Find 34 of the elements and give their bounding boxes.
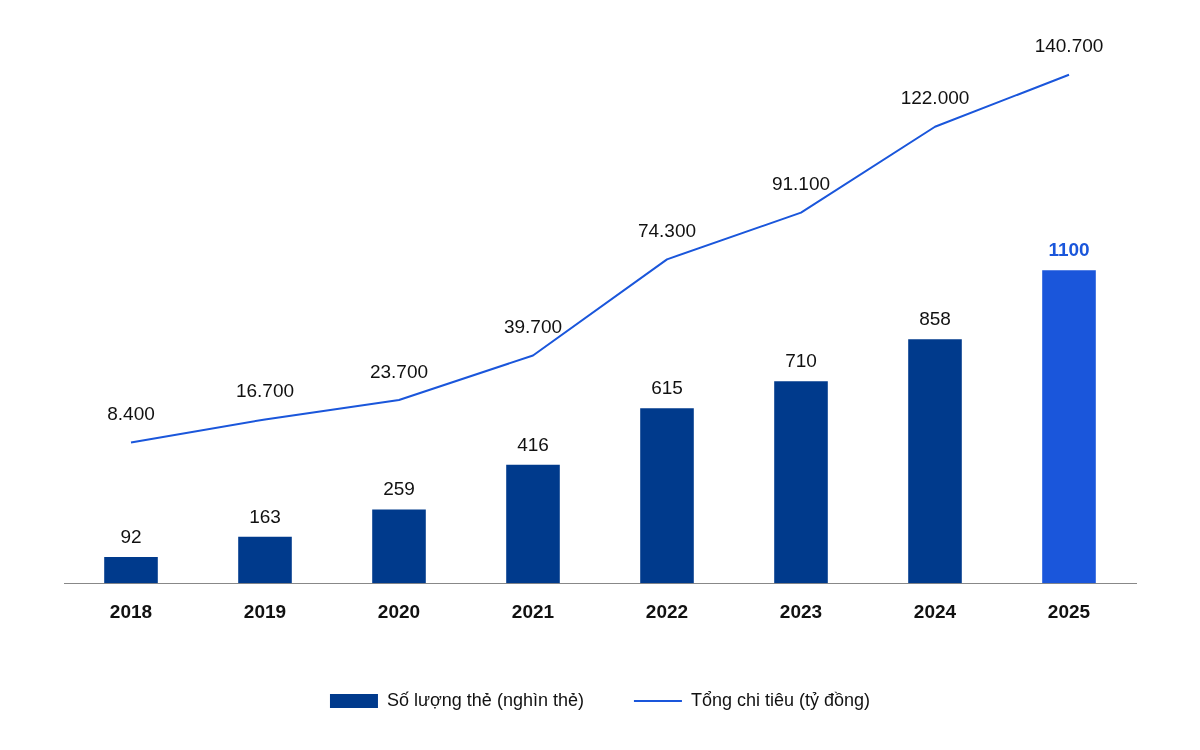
legend-label: Tổng chi tiêu (tỷ đồng) [690,689,871,710]
data-label: 615 [651,377,683,398]
data-label: 163 [249,505,281,527]
data-label: 8.400 [107,403,155,425]
x-tick-label: 2025 [1047,600,1091,622]
data-label: 122.000 [900,87,970,109]
data-label: 91.100 [771,173,831,195]
data-label: 416 [517,433,549,455]
x-tick-label: 2022 [645,600,689,622]
x-tick-label: 2018 [109,600,153,622]
data-label: 92 [120,525,142,547]
data-label: 23.700 [369,360,429,382]
x-tick-label: 2019 [243,600,287,622]
x-tick-label: 2020 [377,600,421,622]
bar [506,464,560,584]
data-label: 858 [919,307,951,329]
data-label: 16.700 [235,380,295,402]
x-tick-label: 2023 [779,600,823,622]
legend-label: Số lượng thẻ (nghìn thẻ) [386,689,584,710]
data-label: 1100 [1048,239,1090,261]
data-label: 710 [785,349,817,371]
bar [1042,270,1096,584]
bar [372,509,426,584]
x-tick-label: 2024 [913,600,957,622]
x-tick-label: 2021 [511,600,555,622]
bar [908,339,962,584]
bar [640,408,694,584]
data-label: 259 [383,478,415,500]
bar [104,557,158,584]
data-label: 39.700 [503,316,563,338]
data-label: 140.700 [1034,35,1104,57]
bar [774,381,828,584]
data-label: 74.300 [637,220,697,242]
bar [238,536,292,584]
